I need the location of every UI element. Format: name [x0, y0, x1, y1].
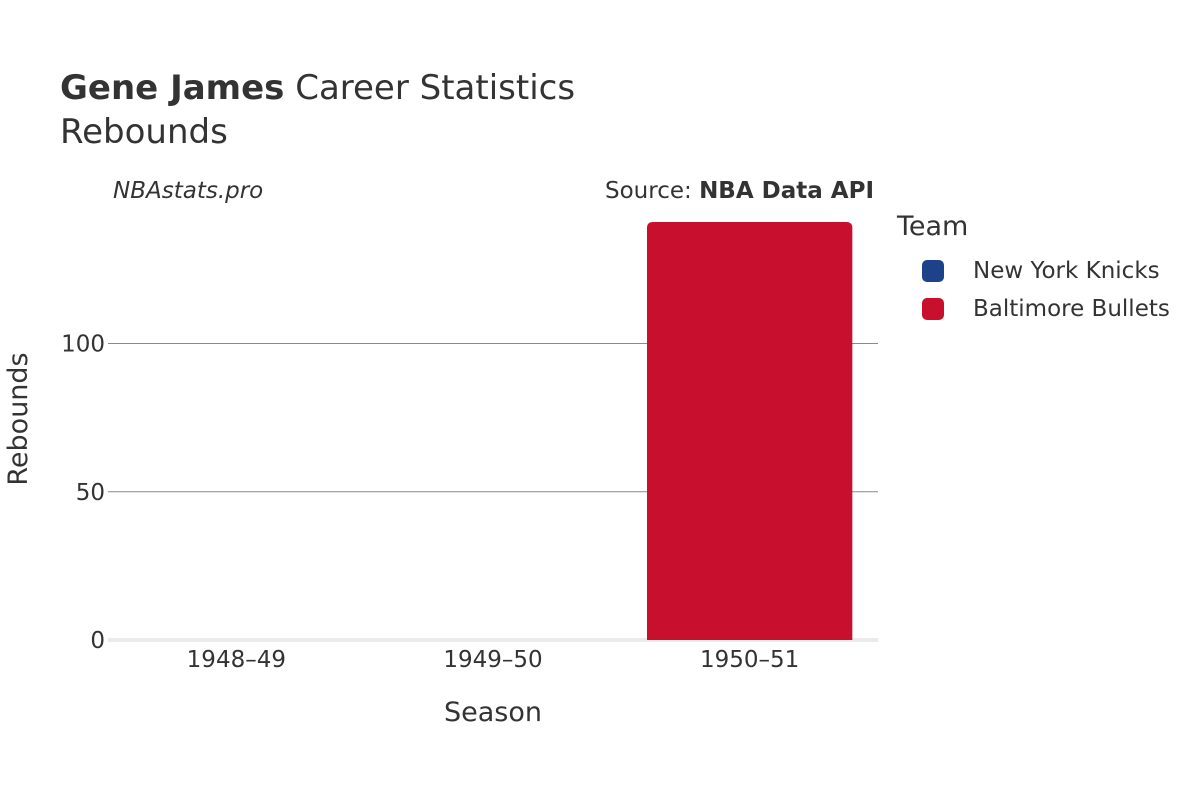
chart-subtitle: Rebounds — [60, 112, 228, 152]
brand-label: NBAstats.pro — [113, 178, 264, 204]
x-tick-labels: 1948–49 1949–50 1950–51 — [187, 647, 800, 673]
x-axis-label: Season — [444, 697, 542, 728]
x-tick-label: 1950–51 — [700, 647, 799, 673]
x-tick-label: 1949–50 — [443, 647, 542, 673]
legend-item-bullets[interactable]: Baltimore Bullets — [922, 290, 1170, 328]
chart-title: Gene James Career Statistics — [60, 68, 575, 108]
legend-item-knicks[interactable]: New York Knicks — [922, 252, 1170, 290]
y-tick-labels: 0 50 100 — [61, 332, 105, 654]
source-prefix: Source: — [605, 178, 700, 204]
legend-swatch-bullets — [922, 298, 944, 320]
player-name: Gene James — [60, 68, 285, 108]
legend-label-knicks: New York Knicks — [973, 258, 1160, 284]
legend: Team New York Knicks Baltimore Bullets — [897, 210, 1170, 328]
bar[interactable] — [647, 222, 853, 640]
y-axis-label: Rebounds — [3, 352, 34, 485]
legend-swatch-knicks — [922, 260, 944, 282]
source-name: NBA Data API — [699, 178, 874, 204]
title-rest: Career Statistics — [284, 68, 576, 108]
y-tick-label: 50 — [76, 480, 105, 506]
bars — [647, 222, 853, 640]
x-tick-label: 1948–49 — [187, 647, 286, 673]
y-tick-label: 100 — [61, 332, 105, 358]
legend-label-bullets: Baltimore Bullets — [973, 296, 1170, 322]
legend-title: Team — [897, 211, 969, 242]
source-label: Source: NBA Data API — [605, 178, 874, 204]
y-tick-label: 0 — [90, 628, 105, 654]
